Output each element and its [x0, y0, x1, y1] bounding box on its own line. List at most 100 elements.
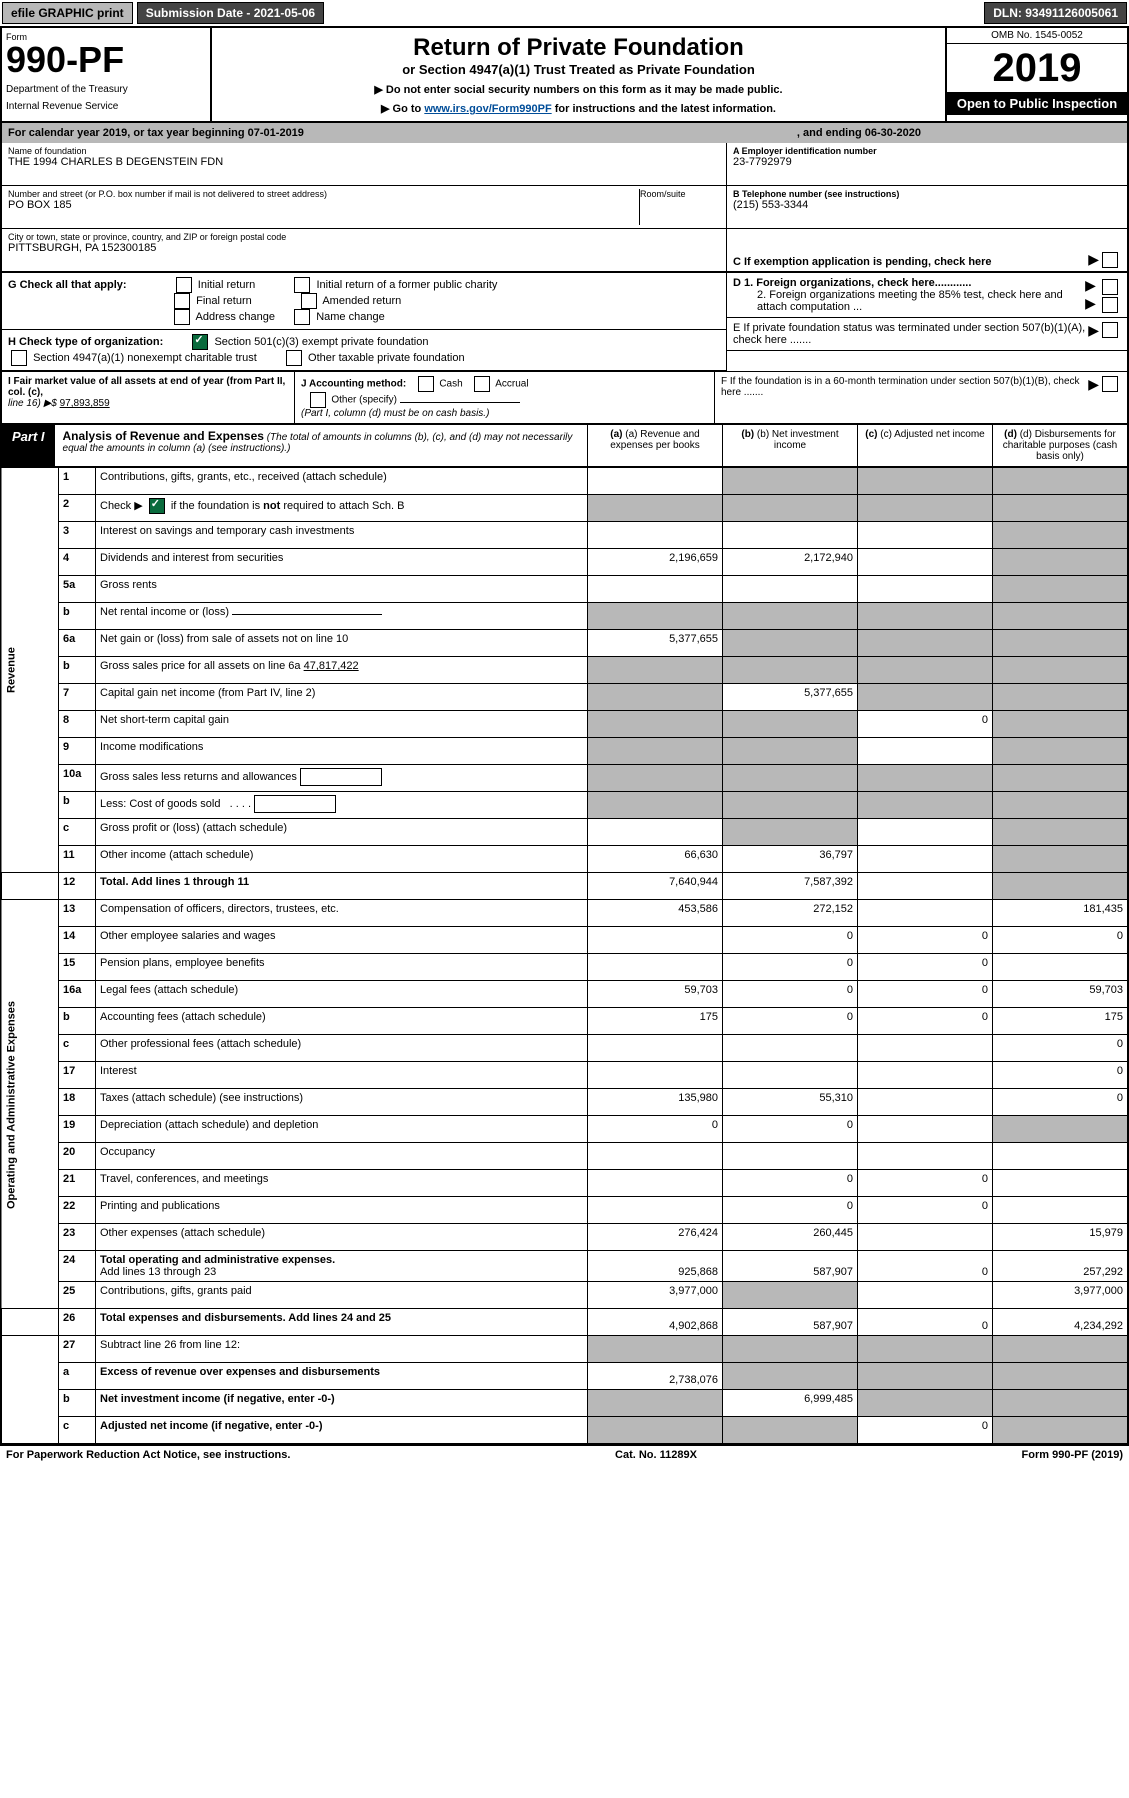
form-subtitle: or Section 4947(a)(1) Trust Treated as P…: [218, 62, 939, 77]
4947-cb[interactable]: [11, 350, 27, 366]
form-ref: Form 990-PF (2019): [1022, 1449, 1123, 1461]
line-16c: Other professional fees (attach schedule…: [96, 1035, 588, 1062]
line-27b: Net investment income (if negative, ente…: [96, 1390, 588, 1417]
line-5b: Net rental income or (loss): [96, 603, 588, 630]
final-return-cb[interactable]: [174, 293, 190, 309]
form-note-1: ▶ Do not enter social security numbers o…: [218, 83, 939, 96]
irs-link[interactable]: www.irs.gov/Form990PF: [424, 103, 551, 115]
accrual-cb[interactable]: [474, 376, 490, 392]
val-12a: 7,640,944: [588, 873, 723, 900]
expenses-sidelabel: Operating and Administrative Expenses: [1, 900, 59, 1309]
other-method-cb[interactable]: [310, 392, 326, 408]
address: PO BOX 185: [8, 199, 635, 211]
60month-cb[interactable]: [1102, 376, 1118, 392]
val-4b: 2,172,940: [723, 549, 858, 576]
other-taxable-cb[interactable]: [286, 350, 302, 366]
line-27c: Adjusted net income (if negative, enter …: [96, 1417, 588, 1444]
calyear-end: , and ending 06-30-2020: [797, 127, 921, 139]
line-10b: Less: Cost of goods sold . . . .: [96, 792, 588, 819]
val-4a: 2,196,659: [588, 549, 723, 576]
line-25: Contributions, gifts, grants paid: [96, 1282, 588, 1309]
amended-return-cb[interactable]: [301, 293, 317, 309]
form-title-block: Return of Private Foundation or Section …: [212, 28, 945, 121]
initial-return-cb[interactable]: [176, 277, 192, 293]
catalog-number: Cat. No. 11289X: [615, 1449, 697, 1461]
val-8c: 0: [858, 711, 993, 738]
ein-row: A Employer identification number 23-7792…: [727, 143, 1127, 186]
foundation-name-row: Name of foundation THE 1994 CHARLES B DE…: [2, 143, 726, 186]
irs-label: Internal Revenue Service: [6, 101, 206, 112]
501c3-cb[interactable]: [192, 334, 208, 350]
exemption-checkbox[interactable]: [1102, 252, 1118, 268]
fmv-value: 97,893,859: [60, 398, 110, 409]
h-row: H Check type of organization: Section 50…: [2, 330, 726, 371]
line-10a: Gross sales less returns and allowances: [96, 765, 588, 792]
line-9: Income modifications: [96, 738, 588, 765]
line-16a: Legal fees (attach schedule): [96, 981, 588, 1008]
cash-cb[interactable]: [418, 376, 434, 392]
form-number: 990-PF: [6, 42, 206, 78]
part1-header: Part I Analysis of Revenue and Expenses …: [0, 425, 1129, 467]
line-12: Total. Add lines 1 through 11: [96, 873, 588, 900]
line-21: Travel, conferences, and meetings: [96, 1170, 588, 1197]
foreign85-cb[interactable]: [1102, 297, 1118, 313]
line-14: Other employee salaries and wages: [96, 927, 588, 954]
val-7b: 5,377,655: [723, 684, 858, 711]
calyear-begin: For calendar year 2019, or tax year begi…: [8, 127, 304, 139]
form-990pf: efile GRAPHIC print Submission Date - 20…: [0, 0, 1129, 1464]
part-description: Analysis of Revenue and Expenses (The to…: [55, 425, 587, 466]
line-11: Other income (attach schedule): [96, 846, 588, 873]
form-title: Return of Private Foundation: [218, 34, 939, 62]
val-11a: 66,630: [588, 846, 723, 873]
line-27: Subtract line 26 from line 12:: [96, 1336, 588, 1363]
line-18: Taxes (attach schedule) (see instruction…: [96, 1089, 588, 1116]
line-7: Capital gain net income (from Part IV, l…: [96, 684, 588, 711]
line-22: Printing and publications: [96, 1197, 588, 1224]
efile-print-button[interactable]: efile GRAPHIC print: [2, 2, 133, 24]
address-change-cb[interactable]: [174, 309, 190, 325]
name-change-cb[interactable]: [294, 309, 310, 325]
col-d-header: (d) (d) Disbursements for charitable pur…: [992, 425, 1127, 466]
line-10c: Gross profit or (loss) (attach schedule): [96, 819, 588, 846]
part1-table: Revenue 1Contributions, gifts, grants, e…: [0, 467, 1129, 1444]
line-20: Occupancy: [96, 1143, 588, 1170]
phone: (215) 553-3344: [733, 199, 1121, 211]
line-6a: Net gain or (loss) from sale of assets n…: [96, 630, 588, 657]
terminated-cb[interactable]: [1102, 322, 1118, 338]
form-header: Form 990-PF Department of the Treasury I…: [0, 26, 1129, 123]
part-tag: Part I: [2, 425, 55, 466]
line-2: Check ▶ if the foundation is not require…: [96, 495, 588, 522]
val-11b: 36,797: [723, 846, 858, 873]
line-17: Interest: [96, 1062, 588, 1089]
val-6a: 5,377,655: [588, 630, 723, 657]
identity-block: Name of foundation THE 1994 CHARLES B DE…: [0, 143, 1129, 273]
schb-cb[interactable]: [149, 498, 165, 514]
val-12b: 7,587,392: [723, 873, 858, 900]
ein: 23-7792979: [733, 156, 1121, 168]
line-23: Other expenses (attach schedule): [96, 1224, 588, 1251]
initial-former-cb[interactable]: [294, 277, 310, 293]
exemption-pending-row: C If exemption application is pending, c…: [727, 229, 1127, 271]
submission-date-label: Submission Date - 2021-05-06: [137, 2, 324, 24]
city-row: City or town, state or province, country…: [2, 229, 726, 271]
hij-row: I Fair market value of all assets at end…: [0, 371, 1129, 425]
phone-row: B Telephone number (see instructions) (2…: [727, 186, 1127, 229]
dln-label: DLN: 93491126005061: [984, 2, 1127, 24]
g-row: G Check all that apply: Initial return I…: [2, 273, 726, 330]
paperwork-notice: For Paperwork Reduction Act Notice, see …: [6, 1449, 290, 1461]
calendar-year-row: For calendar year 2019, or tax year begi…: [0, 123, 1129, 143]
line-24: Total operating and administrative expen…: [96, 1251, 588, 1282]
page-footer: For Paperwork Reduction Act Notice, see …: [0, 1444, 1129, 1464]
form-id-block: Form 990-PF Department of the Treasury I…: [2, 28, 212, 121]
line-13: Compensation of officers, directors, tru…: [96, 900, 588, 927]
line-4: Dividends and interest from securities: [96, 549, 588, 576]
revenue-sidelabel: Revenue: [1, 468, 59, 873]
city-state-zip: PITTSBURGH, PA 152300185: [8, 242, 720, 254]
line-6b: Gross sales price for all assets on line…: [96, 657, 588, 684]
foreign-cb[interactable]: [1102, 279, 1118, 295]
line-16b: Accounting fees (attach schedule): [96, 1008, 588, 1035]
department: Department of the Treasury: [6, 84, 206, 95]
omb-number: OMB No. 1545-0052: [947, 28, 1127, 44]
options-block: G Check all that apply: Initial return I…: [0, 273, 1129, 371]
line-8: Net short-term capital gain: [96, 711, 588, 738]
